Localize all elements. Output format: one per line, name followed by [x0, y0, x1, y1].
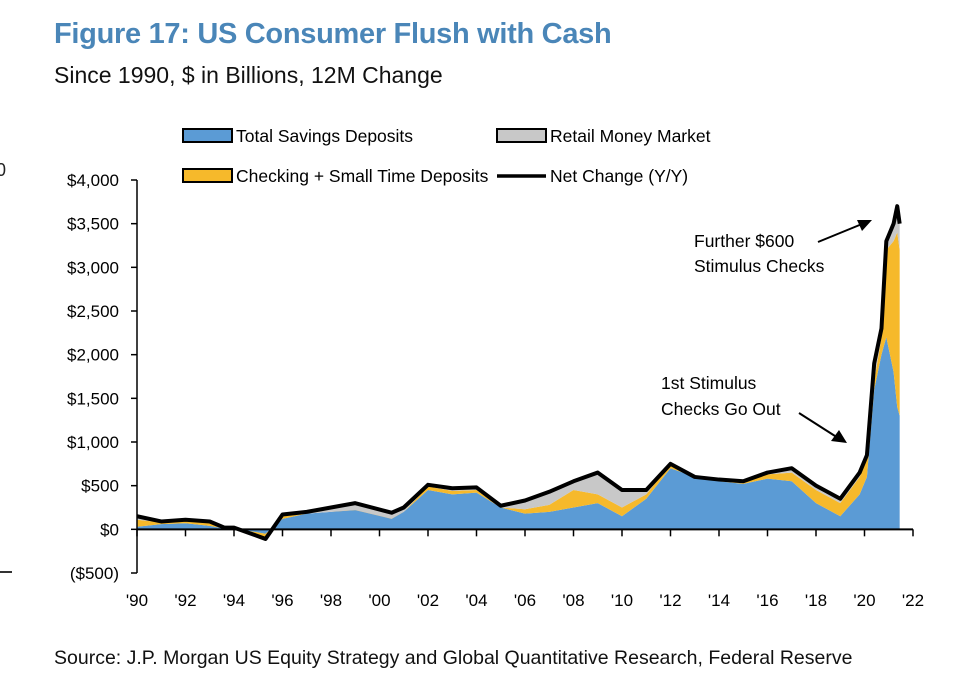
- y-tick-label: $1,500: [67, 389, 119, 408]
- legend: Total Savings Deposits Retail Money Mark…: [182, 126, 711, 186]
- x-tick-label: '02: [417, 591, 439, 610]
- legend-label-net-change: Net Change (Y/Y): [550, 166, 688, 186]
- annotation-first-stimulus-line1: 1st Stimulus: [661, 373, 757, 393]
- annotation-further-600-line1: Further $600: [694, 231, 794, 251]
- x-tick-label: '06: [514, 591, 536, 610]
- arrowhead-icon: [831, 430, 847, 443]
- x-tick-label: '22: [902, 591, 924, 610]
- x-tick-label: '90: [126, 591, 148, 610]
- legend-swatch-savings: [182, 128, 233, 143]
- legend-swatch-money-market: [496, 128, 547, 143]
- cropped-tick-fragment: [0, 571, 12, 573]
- legend-label-checking: Checking + Small Time Deposits: [236, 166, 489, 186]
- chart-title: Figure 17: US Consumer Flush with Cash: [54, 18, 612, 50]
- x-tick-label: '14: [708, 591, 730, 610]
- y-tick-label: ($500): [70, 564, 119, 583]
- x-tick-label: '92: [174, 591, 196, 610]
- x-tick-label: '12: [659, 591, 681, 610]
- annotation-first-stimulus-line2: Checks Go Out: [661, 399, 781, 419]
- x-tick-label: '20: [853, 591, 875, 610]
- y-tick-label: $3,500: [67, 215, 119, 234]
- y-tick-label: $500: [81, 477, 119, 496]
- axes: $4,000 $3,500 $3,000 $2,500 $2,000 $1,500 $1,0…: [67, 171, 924, 610]
- y-tick-label: $3,000: [67, 258, 119, 277]
- y-tick-label: $2,500: [67, 302, 119, 321]
- y-tick-label: $2,000: [67, 346, 119, 365]
- x-tick-label: '04: [465, 591, 487, 610]
- annotation-arrow-further-600: [817, 223, 863, 243]
- legend-label-savings: Total Savings Deposits: [236, 126, 413, 146]
- y-tick-label: $0: [100, 520, 119, 539]
- x-tick-label: '16: [756, 591, 778, 610]
- annotation-arrow-first-stimulus: [798, 412, 836, 437]
- x-tick-label: '10: [611, 591, 633, 610]
- source-note: Source: J.P. Morgan US Equity Strategy a…: [54, 647, 853, 669]
- x-tick-label: '18: [805, 591, 827, 610]
- x-tick-label: '98: [320, 591, 342, 610]
- x-tick-label: '08: [562, 591, 584, 610]
- x-tick-label: '00: [368, 591, 390, 610]
- x-tick-label: '94: [223, 591, 245, 610]
- chart-subtitle: Since 1990, $ in Billions, 12M Change: [54, 62, 443, 88]
- annotation-further-600-line2: Stimulus Checks: [694, 256, 825, 276]
- y-tick-label: $4,000: [67, 171, 119, 190]
- legend-label-money-market: Retail Money Market: [550, 126, 711, 146]
- plot-area: [136, 204, 902, 541]
- cropped-label-fragment: 0: [0, 160, 7, 180]
- annotations: Further $600 Stimulus Checks 1st Stimulu…: [661, 220, 872, 443]
- net-change-line: [136, 204, 902, 541]
- x-tick-label: '96: [271, 591, 293, 610]
- y-tick-label: $1,000: [67, 433, 119, 452]
- area-total-savings-deposits: [137, 337, 900, 534]
- arrowhead-icon: [857, 220, 872, 231]
- legend-swatch-checking: [182, 168, 233, 183]
